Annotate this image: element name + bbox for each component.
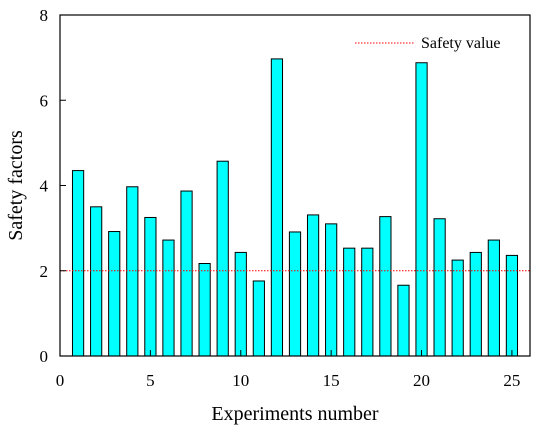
legend-label-safety-value: Safety value — [421, 35, 501, 52]
bar-experiment-9 — [216, 160, 229, 357]
bar-experiment-12 — [270, 58, 284, 357]
y-tick-label-8: 8 — [40, 6, 49, 25]
legend: Safety value — [355, 35, 501, 52]
bar-experiment-6 — [162, 239, 175, 357]
x-tick-label-20: 20 — [413, 371, 430, 390]
y-tick-label-6: 6 — [40, 91, 49, 110]
bar-experiment-8 — [198, 263, 211, 357]
y-axis-title: Safety factors — [5, 130, 27, 241]
y-tick-label-4: 4 — [40, 177, 49, 196]
x-axis-title: Experiments number — [211, 403, 379, 425]
bar-experiment-20 — [415, 62, 428, 357]
x-tick-label-15: 15 — [323, 371, 340, 390]
bar-experiment-19 — [397, 284, 410, 357]
bar-experiment-5 — [144, 216, 157, 357]
bar-experiment-24 — [487, 239, 500, 357]
x-tick-label-10: 10 — [232, 371, 249, 390]
bar-experiment-21 — [433, 218, 446, 357]
bar-experiment-3 — [108, 231, 121, 357]
bar-experiment-18 — [379, 216, 392, 357]
bar-experiment-16 — [343, 247, 356, 357]
bar-experiment-10 — [234, 251, 247, 357]
bar-experiment-22 — [451, 259, 464, 357]
bar-experiment-14 — [306, 214, 320, 357]
y-axis: 0 2 4 6 8 — [40, 6, 66, 366]
bar-experiment-2 — [90, 206, 103, 357]
bar-experiment-4 — [126, 186, 139, 357]
bar-experiment-11 — [252, 280, 265, 357]
y-tick-label-0: 0 — [40, 347, 49, 366]
bar-experiment-13 — [288, 231, 302, 357]
x-tick-label-0: 0 — [56, 371, 65, 390]
bar-experiment-15 — [325, 223, 338, 357]
x-tick-label-25: 25 — [503, 371, 520, 390]
bars-group — [71, 58, 519, 357]
x-tick-label-5: 5 — [146, 371, 155, 390]
bar-experiment-1 — [71, 170, 85, 357]
y-tick-label-2: 2 — [40, 262, 49, 281]
x-axis: 0 5 10 15 20 25 — [56, 350, 520, 390]
bar-experiment-23 — [469, 251, 482, 357]
bar-experiment-7 — [180, 190, 193, 357]
bar-experiment-17 — [361, 247, 374, 357]
